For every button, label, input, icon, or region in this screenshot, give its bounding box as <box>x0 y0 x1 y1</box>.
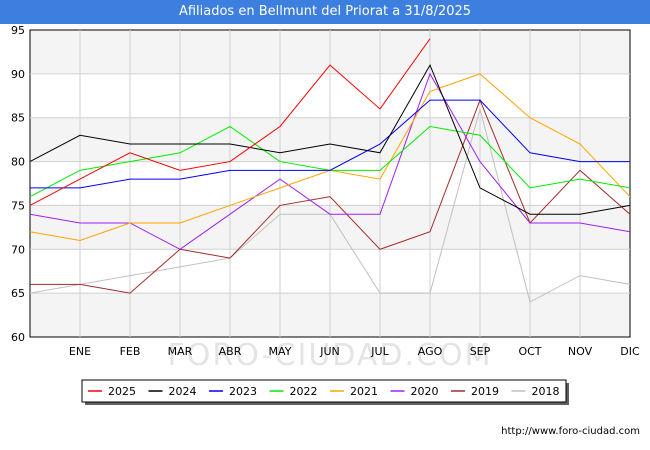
legend-label-2023: 2023 <box>229 385 257 398</box>
y-tick-label: 90 <box>11 68 25 81</box>
y-tick-label: 65 <box>11 287 25 300</box>
legend-label-2020: 2020 <box>411 385 439 398</box>
x-tick-label: MAR <box>168 345 193 358</box>
legend-label-2024: 2024 <box>169 385 197 398</box>
y-axis-ticks: 60 65 70 75 80 85 90 95 <box>11 24 25 344</box>
x-tick-label: AGO <box>418 345 443 358</box>
legend-label-2022: 2022 <box>290 385 318 398</box>
x-tick-label: ABR <box>219 345 242 358</box>
source-url[interactable]: http://www.foro-ciudad.com <box>501 426 640 437</box>
y-tick-label: 70 <box>11 243 25 256</box>
y-tick-label: 75 <box>11 199 25 212</box>
x-tick-label: OCT <box>518 345 541 358</box>
y-tick-label: 60 <box>11 331 25 344</box>
y-tick-label: 80 <box>11 156 25 169</box>
x-tick-label: SEP <box>470 345 491 358</box>
legend-label-2021: 2021 <box>350 385 378 398</box>
legend-label-2019: 2019 <box>471 385 499 398</box>
x-tick-label: JUN <box>319 345 340 358</box>
y-tick-label: 95 <box>11 24 25 37</box>
legend-label-2018: 2018 <box>532 385 560 398</box>
x-tick-label: JUL <box>370 345 389 358</box>
x-tick-label: DIC <box>620 345 640 358</box>
legend: 2025 2024 2023 2022 2021 2020 2019 2018 <box>82 380 569 405</box>
x-tick-label: FEB <box>120 345 141 358</box>
x-tick-label: ENE <box>69 345 91 358</box>
x-tick-label: NOV <box>568 345 593 358</box>
x-tick-label: MAY <box>269 345 292 358</box>
line-chart: FORO-CIUDAD.COM 6065707580859095 ENE FEB M… <box>0 0 650 450</box>
y-tick-label: 85 <box>11 112 25 125</box>
legend-label-2025: 2025 <box>108 385 136 398</box>
